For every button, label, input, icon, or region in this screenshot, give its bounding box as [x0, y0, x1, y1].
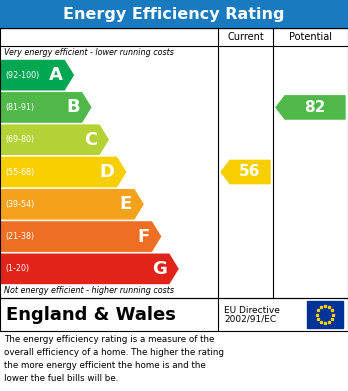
Bar: [0, 28, 348, 298]
Text: (1-20): (1-20): [5, 264, 29, 273]
Polygon shape: [0, 157, 126, 187]
Text: Current: Current: [227, 32, 264, 42]
Bar: [0, 0, 348, 28]
Polygon shape: [0, 222, 160, 251]
Text: A: A: [48, 66, 62, 84]
Polygon shape: [276, 96, 345, 119]
Text: G: G: [152, 260, 167, 278]
Text: Energy Efficiency Rating: Energy Efficiency Rating: [63, 7, 285, 22]
Polygon shape: [0, 254, 178, 283]
Text: B: B: [66, 99, 80, 117]
Text: (21-38): (21-38): [5, 232, 34, 241]
Bar: [307, 301, 343, 328]
Text: (81-91): (81-91): [5, 103, 34, 112]
Text: 56: 56: [239, 165, 261, 179]
Text: England & Wales: England & Wales: [6, 305, 176, 323]
Polygon shape: [221, 160, 270, 184]
Text: D: D: [100, 163, 114, 181]
Text: E: E: [120, 195, 132, 213]
Text: (69-80): (69-80): [5, 135, 34, 144]
Bar: [0, 298, 348, 331]
Polygon shape: [0, 61, 73, 90]
Text: (55-68): (55-68): [5, 167, 34, 176]
Text: 2002/91/EC: 2002/91/EC: [224, 315, 276, 324]
Text: The energy efficiency rating is a measure of the
overall efficiency of a home. T: The energy efficiency rating is a measur…: [4, 335, 224, 382]
Text: Not energy efficient - higher running costs: Not energy efficient - higher running co…: [4, 286, 174, 295]
Polygon shape: [0, 93, 91, 122]
Text: 82: 82: [304, 100, 326, 115]
Text: (39-54): (39-54): [5, 200, 34, 209]
Text: Very energy efficient - lower running costs: Very energy efficient - lower running co…: [4, 48, 174, 57]
Polygon shape: [0, 125, 108, 154]
Text: (92-100): (92-100): [5, 71, 39, 80]
Text: EU Directive: EU Directive: [224, 306, 280, 315]
Text: F: F: [137, 228, 150, 246]
Polygon shape: [0, 190, 143, 219]
Text: Potential: Potential: [289, 32, 332, 42]
Text: C: C: [84, 131, 97, 149]
